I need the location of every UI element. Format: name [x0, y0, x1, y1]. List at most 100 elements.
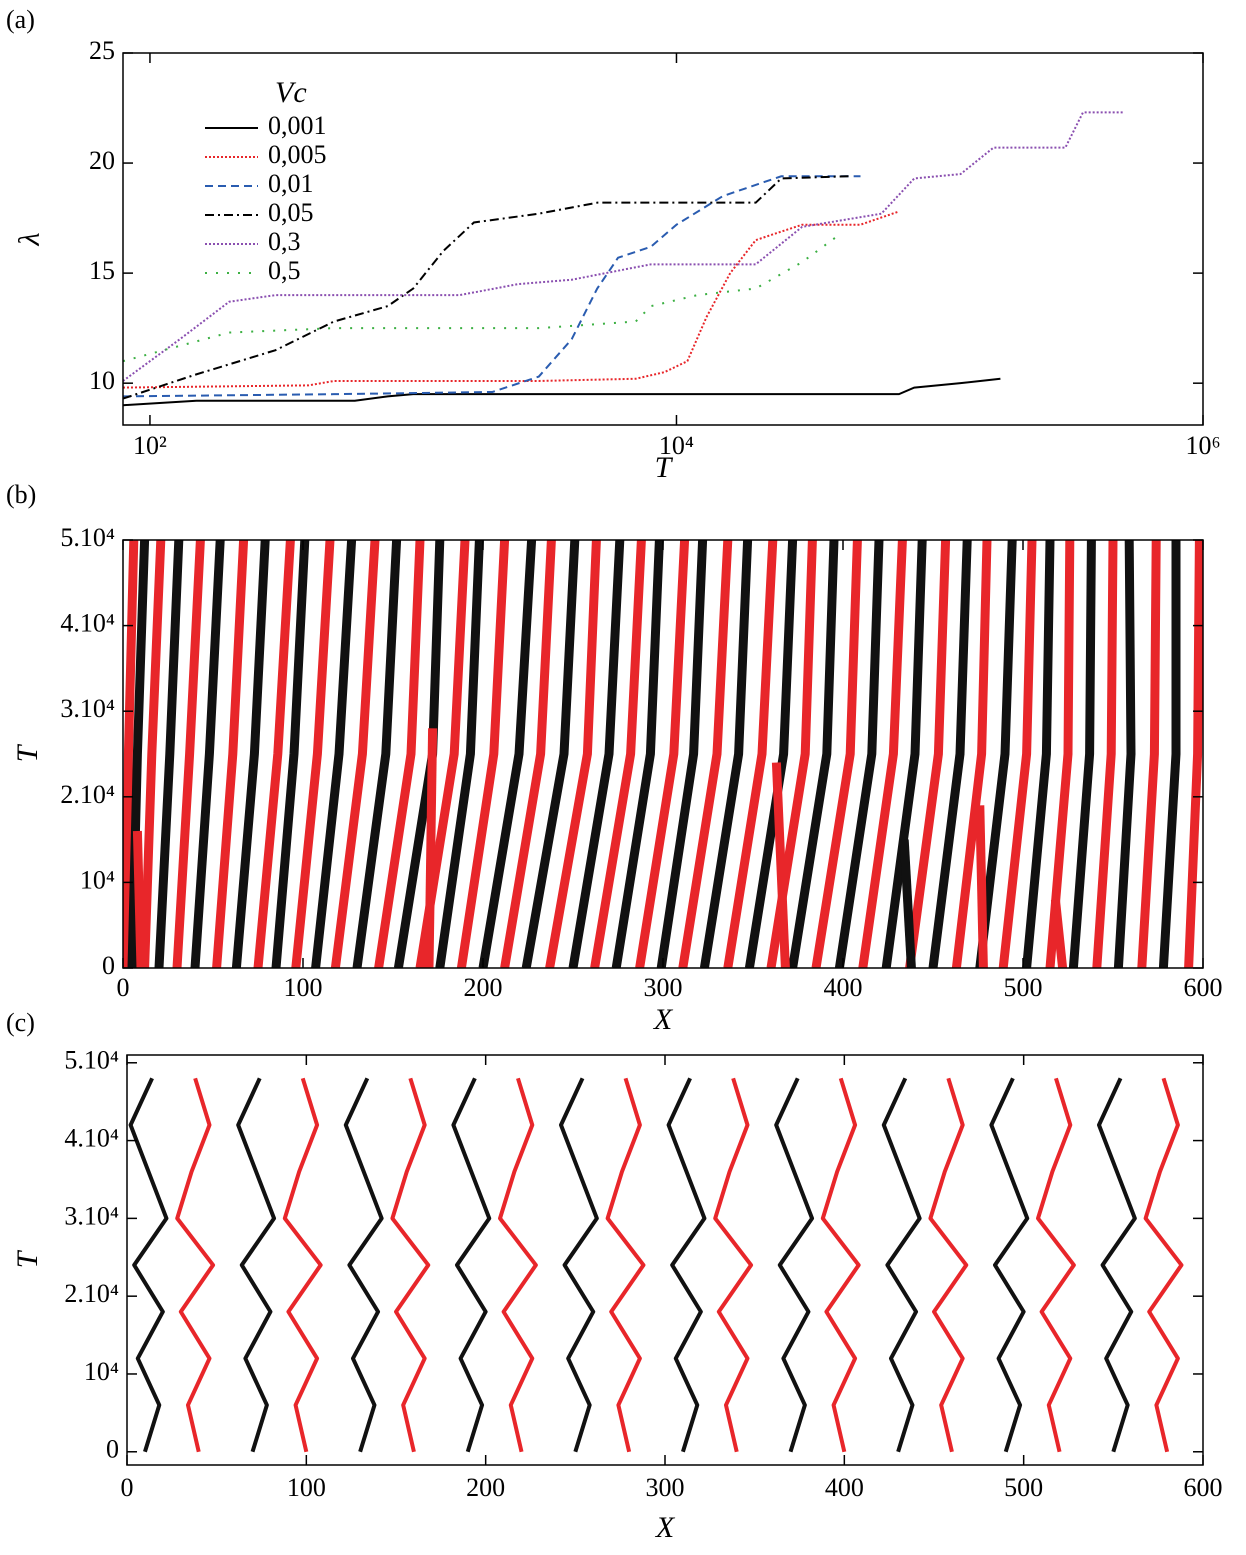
- plot-frame: [126, 1054, 1204, 1466]
- trajectory-stub: [975, 805, 988, 968]
- x-tick-label: 200: [466, 1473, 505, 1502]
- trajectory: [656, 540, 708, 968]
- trajectory: [212, 540, 249, 968]
- trajectory: [881, 1077, 922, 1453]
- trajectory: [666, 1077, 707, 1453]
- x-axis-label: X: [653, 1003, 674, 1036]
- legend-label: 0,5: [268, 256, 301, 285]
- trajectory: [905, 540, 951, 968]
- trajectory: [456, 540, 510, 968]
- plot-area: [123, 111, 1124, 407]
- y-tick-label: 0: [106, 1435, 119, 1464]
- trajectory: [236, 1077, 277, 1453]
- trajectory: [282, 1077, 323, 1453]
- trajectory: [1184, 540, 1203, 968]
- trajectory: [1143, 1077, 1184, 1453]
- y-tick-label: 2.10⁴: [60, 780, 115, 809]
- trajectory: [172, 540, 205, 968]
- trajectory: [744, 540, 798, 968]
- data-line: [123, 175, 849, 400]
- y-tick-label: 10⁴: [84, 1357, 119, 1386]
- legend-label: 0,3: [268, 227, 301, 256]
- y-tick-label: 3.10⁴: [64, 1201, 119, 1230]
- x-tick-label: 10⁶: [1185, 431, 1220, 460]
- trajectory: [154, 540, 184, 968]
- x-tick-label: 0: [117, 973, 130, 1002]
- plot-frame: [122, 52, 1204, 426]
- y-tick-label: 0: [102, 951, 115, 980]
- y-tick-label: 20: [89, 146, 115, 175]
- data-line: [123, 175, 861, 398]
- trajectory: [352, 540, 402, 968]
- x-axis-label: X: [655, 1511, 676, 1544]
- trajectory: [123, 540, 139, 968]
- trajectory: [1158, 540, 1181, 968]
- x-tick-label: 300: [644, 973, 683, 1002]
- x-tick-label: 600: [1184, 1473, 1223, 1502]
- trajectory: [128, 1077, 169, 1453]
- trajectory: [1113, 540, 1136, 968]
- y-tick-label: 10⁴: [80, 865, 115, 894]
- trajectory: [635, 540, 690, 968]
- trajectory: [774, 1077, 815, 1453]
- x-tick-label: 100: [284, 973, 323, 1002]
- trajectory: [343, 1077, 384, 1453]
- trajectory: [1068, 540, 1096, 968]
- y-tick-label: 2.10⁴: [64, 1279, 119, 1308]
- y-axis-label: λ: [13, 233, 46, 247]
- x-tick-label: 500: [1004, 973, 1043, 1002]
- trajectory: [374, 540, 425, 968]
- data-line: [123, 237, 836, 363]
- trajectory: [590, 540, 646, 968]
- x-tick-label: 200: [464, 973, 503, 1002]
- trajectory: [1036, 1077, 1076, 1453]
- legend-label: 0,01: [268, 169, 314, 198]
- x-tick-label: 500: [1004, 1473, 1043, 1502]
- trajectory: [858, 540, 907, 968]
- y-tick-label: 4.10⁴: [60, 609, 115, 638]
- y-tick-label: 10: [89, 366, 115, 395]
- trajectory: [989, 1077, 1030, 1453]
- x-tick-label: 100: [287, 1473, 326, 1502]
- trajectory: [605, 1077, 646, 1453]
- plot-area: [128, 1077, 1184, 1453]
- trajectory: [998, 540, 1037, 968]
- trajectory: [568, 540, 625, 968]
- x-tick-label: 10⁴: [659, 431, 694, 460]
- y-tick-label: 15: [89, 256, 115, 285]
- trajectory: [834, 540, 884, 968]
- trajectory: [521, 540, 580, 968]
- legend-label: 0,001: [268, 111, 327, 140]
- data-line: [123, 377, 1001, 407]
- panel-label: (b): [6, 480, 36, 509]
- trajectory-stub: [771, 762, 790, 968]
- data-line: [123, 210, 900, 389]
- trajectory: [788, 540, 839, 968]
- trajectory: [500, 540, 556, 968]
- trajectory: [498, 1077, 538, 1453]
- trajectory: [330, 540, 380, 968]
- trajectory: [928, 1077, 969, 1453]
- trajectory: [713, 1077, 754, 1453]
- trajectory: [558, 1077, 599, 1453]
- legend-title: Vc: [275, 76, 307, 109]
- trajectory: [1096, 1077, 1137, 1453]
- x-axis-label: T: [655, 451, 674, 484]
- y-tick-label: 25: [89, 36, 115, 65]
- trajectory: [611, 540, 664, 968]
- x-tick-label: 400: [825, 1473, 864, 1502]
- y-tick-label: 5.10⁴: [64, 1046, 119, 1075]
- trajectory: [231, 540, 270, 968]
- plot-area: [123, 540, 1203, 968]
- trajectory: [811, 540, 862, 968]
- trajectory: [975, 540, 1017, 968]
- trajectory: [435, 540, 484, 968]
- trajectory: [291, 540, 335, 968]
- trajectory: [1022, 540, 1055, 968]
- y-axis-label: T: [11, 743, 44, 762]
- x-tick-label: 600: [1184, 973, 1223, 1002]
- x-tick-label: 300: [646, 1473, 685, 1502]
- trajectory: [699, 540, 753, 968]
- trajectory: [140, 540, 166, 968]
